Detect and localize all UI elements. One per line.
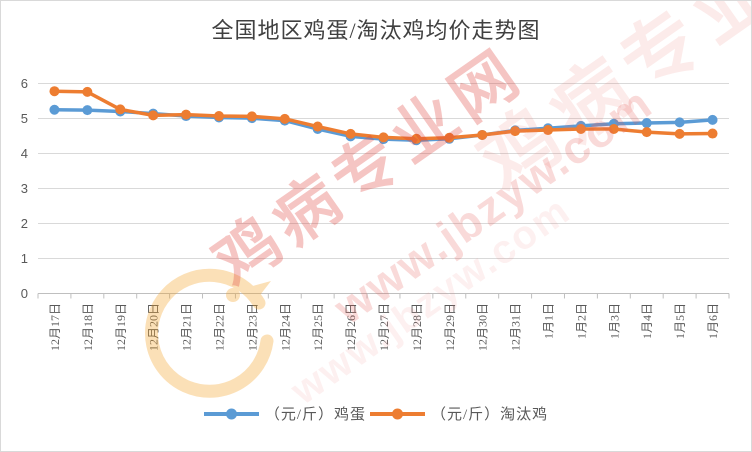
- data-point-marker: [49, 104, 60, 115]
- x-axis: [37, 293, 730, 299]
- data-point-marker: [148, 110, 159, 121]
- data-point-marker: [641, 118, 652, 129]
- data-point-marker: [246, 111, 257, 122]
- legend-label-culled-chicken: （元/斤）淘汰鸡: [431, 407, 549, 423]
- data-point-marker: [477, 129, 488, 140]
- data-point-marker: [674, 117, 685, 128]
- svg-text:1月6日: 1月6日: [706, 303, 720, 339]
- gridlines: [38, 83, 729, 259]
- svg-text:1月3日: 1月3日: [607, 303, 621, 339]
- data-point-marker: [411, 133, 422, 144]
- egg-line-marker-icon: [203, 408, 259, 419]
- svg-text:12月27日: 12月27日: [377, 303, 391, 351]
- svg-text:12月23日: 12月23日: [245, 303, 259, 351]
- chart-legend: （元/斤）鸡蛋 （元/斤）淘汰鸡: [1, 403, 751, 424]
- svg-text:12月20日: 12月20日: [147, 303, 161, 351]
- svg-text:1月5日: 1月5日: [673, 303, 687, 339]
- legend-label-egg: （元/斤）鸡蛋: [264, 407, 366, 423]
- legend-item-egg: （元/斤）鸡蛋: [203, 403, 366, 424]
- svg-text:12月17日: 12月17日: [48, 303, 62, 351]
- svg-text:12月18日: 12月18日: [81, 303, 95, 351]
- data-point-marker: [543, 125, 554, 136]
- data-point-marker: [181, 109, 192, 120]
- svg-text:12月24日: 12月24日: [278, 303, 292, 351]
- svg-text:12月29日: 12月29日: [443, 303, 457, 351]
- data-point-marker: [279, 113, 290, 124]
- data-point-marker: [707, 114, 718, 125]
- svg-text:2: 2: [21, 216, 28, 231]
- culled-chicken-line-marker-icon: [370, 408, 425, 419]
- x-axis-tick-labels: 12月17日 12月18日 12月19日 12月20日 12月21日 12月22日 12月2…: [48, 303, 720, 351]
- svg-text:1月4日: 1月4日: [640, 303, 654, 339]
- series-culled-chicken: [49, 86, 718, 144]
- data-point-marker: [115, 104, 126, 115]
- svg-text:12月22日: 12月22日: [212, 303, 226, 351]
- data-point-marker: [608, 124, 619, 134]
- data-point-marker: [575, 124, 586, 134]
- data-point-marker: [49, 86, 60, 97]
- data-point-marker: [378, 132, 389, 143]
- svg-text:1月1日: 1月1日: [542, 303, 556, 339]
- data-point-marker: [674, 128, 685, 139]
- svg-text:12月30日: 12月30日: [476, 303, 490, 351]
- svg-text:12月19日: 12月19日: [114, 303, 128, 351]
- svg-text:5: 5: [21, 111, 28, 126]
- data-point-marker: [707, 128, 718, 139]
- y-axis-tick-labels: 0 1 2 3 4 5 6: [21, 76, 28, 301]
- chart-title: 全国地区鸡蛋/淘汰鸡均价走势图: [211, 18, 541, 43]
- svg-text:0: 0: [21, 286, 28, 301]
- svg-text:12月28日: 12月28日: [410, 303, 424, 351]
- svg-text:12月26日: 12月26日: [344, 303, 358, 351]
- data-point-marker: [510, 126, 521, 137]
- svg-text:1月2日: 1月2日: [574, 303, 588, 339]
- svg-text:6: 6: [21, 76, 28, 91]
- data-point-marker: [444, 132, 455, 143]
- data-point-marker: [82, 86, 93, 97]
- svg-text:12月21日: 12月21日: [180, 303, 194, 351]
- svg-text:12月31日: 12月31日: [509, 303, 523, 351]
- svg-text:1: 1: [21, 251, 28, 266]
- data-point-marker: [345, 128, 356, 139]
- svg-text:12月25日: 12月25日: [311, 303, 325, 351]
- svg-text:4: 4: [21, 146, 28, 161]
- data-point-marker: [82, 105, 93, 116]
- data-point-marker: [312, 121, 323, 132]
- data-point-marker: [641, 127, 652, 138]
- data-point-marker: [213, 111, 224, 122]
- svg-text:3: 3: [21, 181, 28, 196]
- legend-item-culled-chicken: （元/斤）淘汰鸡: [370, 403, 548, 424]
